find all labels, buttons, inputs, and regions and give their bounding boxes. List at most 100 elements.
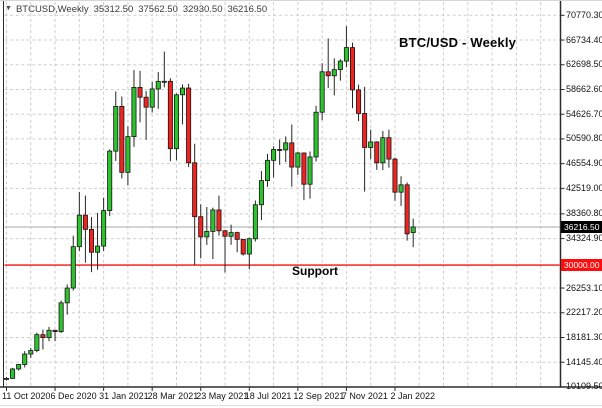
candle-body <box>392 158 398 193</box>
candle-body <box>119 106 125 173</box>
price-axis-label: 22217.20 <box>566 307 602 318</box>
price-axis-label: 70770.30 <box>566 9 602 20</box>
support-price-badge: 30000.00 <box>561 259 602 272</box>
candle-body <box>58 302 64 332</box>
candle-body <box>277 149 283 151</box>
candle-body <box>380 137 386 164</box>
chart-title-overlay: BTC/USD - Weekly <box>399 35 517 50</box>
candle-body <box>4 377 9 380</box>
candle-body <box>107 150 113 211</box>
price-axis-label: 38360.80 <box>566 208 602 219</box>
candle-body <box>349 47 355 91</box>
candle-body <box>137 87 143 98</box>
date-axis-label: 23 May 2021 <box>196 391 249 401</box>
candle-body <box>228 232 234 237</box>
price-axis-label: 34324.90 <box>566 233 602 244</box>
candle-body <box>143 96 149 108</box>
support-line-label: Support <box>292 264 338 278</box>
bar-high-value: 37562.50 <box>138 3 178 15</box>
candle-body <box>325 71 331 77</box>
candle-body <box>34 334 40 351</box>
candle-body <box>386 137 392 160</box>
date-axis-label: 6 Dec 2020 <box>50 391 97 401</box>
candle-body <box>289 142 295 168</box>
candle-body <box>16 364 22 370</box>
candle-body <box>70 246 76 289</box>
date-axis-label: 12 Sep 2021 <box>293 391 345 401</box>
price-axis-label: 10109.50 <box>566 381 602 392</box>
candle-body <box>88 228 94 253</box>
price-axis-label: 66734.40 <box>566 34 602 45</box>
price-axis-label: 18181.30 <box>566 331 602 342</box>
candle-body <box>307 156 313 185</box>
candle-body <box>240 238 246 255</box>
candle-body <box>216 209 222 232</box>
candle-body <box>186 87 192 164</box>
candle-body <box>283 142 289 151</box>
window-frame-line <box>0 405 602 406</box>
symbol-info-bar: ▼ BTCUSD,Weekly 35312.50 37562.50 32930.… <box>5 3 267 15</box>
candle-body <box>301 152 307 185</box>
candle-body <box>198 216 204 238</box>
candle-body <box>52 329 58 332</box>
price-axis-label: 14145.40 <box>566 356 602 367</box>
candle-body <box>295 152 301 168</box>
bar-open-value: 35312.50 <box>93 3 134 15</box>
candle-body <box>28 350 34 355</box>
candle-body <box>40 334 46 338</box>
price-axis-label: 62698.50 <box>566 59 602 70</box>
candle-body <box>64 287 70 304</box>
candle-body <box>10 368 16 379</box>
candle-body <box>167 80 173 150</box>
candle-body <box>246 238 252 255</box>
candle-body <box>265 159 271 182</box>
price-axis-label: 50590.80 <box>566 133 602 144</box>
candle-body <box>313 111 319 158</box>
candle-body <box>331 69 337 77</box>
candle-body <box>398 184 404 193</box>
candle-body <box>82 214 88 230</box>
candle-body <box>95 245 101 253</box>
candle-body <box>343 47 349 62</box>
candle-body <box>356 89 362 114</box>
date-axis-label: 28 Mar 2021 <box>147 391 199 401</box>
candle-body <box>222 230 228 237</box>
candle-body <box>252 204 258 240</box>
candle-body <box>210 209 216 232</box>
price-axis-label: 54626.70 <box>566 108 602 119</box>
candle-body <box>173 94 179 150</box>
current-price-badge: 36216.50 <box>561 220 602 233</box>
candle-body <box>125 136 131 173</box>
candle-body <box>404 184 410 235</box>
price-axis-label: 42519.00 <box>566 182 602 193</box>
price-axis-label: 26253.10 <box>566 282 602 293</box>
price-axis-label: 58662.60 <box>566 83 602 94</box>
candle-body <box>22 353 28 365</box>
candle-body <box>76 214 82 248</box>
date-axis-label: 2 Jan 2022 <box>390 391 436 401</box>
candle-body <box>180 87 186 96</box>
date-axis-label: 11 Oct 2020 <box>2 391 51 401</box>
candle-body <box>101 210 107 247</box>
candle-body <box>149 88 155 108</box>
candle-body <box>271 149 277 161</box>
symbol-dropdown-icon[interactable]: ▼ <box>5 5 12 12</box>
candle-body <box>368 141 374 148</box>
price-axis-label: 46554.90 <box>566 158 602 169</box>
candle-body <box>234 232 240 240</box>
candle-body <box>374 141 380 164</box>
candle-body <box>192 162 198 218</box>
candle-body <box>258 180 264 206</box>
bar-close-value: 36216.50 <box>227 3 268 15</box>
date-axis-label: 31 Jan 2021 <box>99 391 149 401</box>
date-axis-label: 7 Nov 2021 <box>341 391 388 401</box>
date-axis-label: 18 Jul 2021 <box>244 391 292 401</box>
candle-body <box>155 80 161 90</box>
symbol-name: BTCUSD,Weekly <box>15 3 89 15</box>
candle-body <box>204 230 210 238</box>
candle-body <box>410 226 416 233</box>
candle-body <box>362 113 368 148</box>
candle-body <box>131 87 137 138</box>
